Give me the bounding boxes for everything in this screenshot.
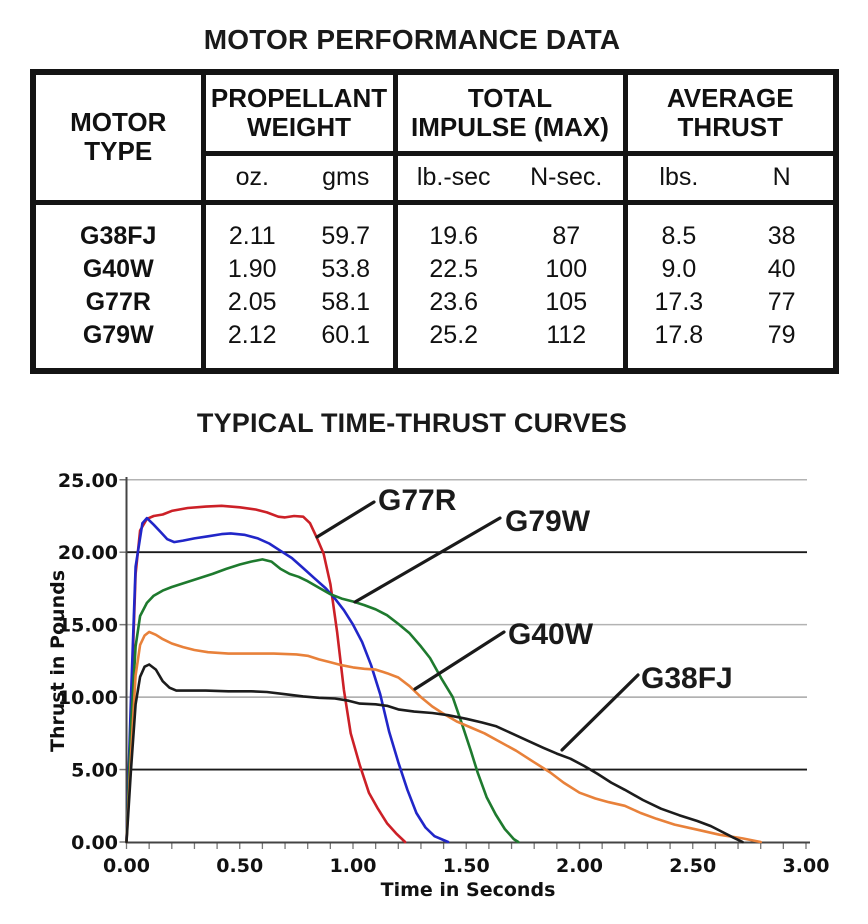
cell-oz: 2.11 — [228, 221, 276, 250]
unit-gms: gms — [322, 163, 370, 191]
curve-G77R — [125, 504, 407, 844]
x-tick-label: 1.50 — [443, 855, 490, 877]
cell-oz: 1.90 — [227, 254, 277, 283]
x-tick-label: 3.00 — [783, 855, 830, 877]
y-tick-label: 25.00 — [58, 470, 118, 492]
cell-gms: 58.1 — [321, 287, 371, 316]
cell-lbs: 17.8 — [654, 320, 704, 349]
header-motor-type-line1: MOTOR — [70, 107, 167, 138]
units-impulse: lb.-sec N-sec. — [392, 150, 628, 205]
cell-gms: 59.7 — [321, 221, 371, 250]
cell-n: 77 — [767, 287, 796, 316]
header-propellant-line1: PROPELLANT — [210, 82, 388, 113]
x-tick-label: 2.50 — [669, 855, 716, 877]
motor-name: G77R — [85, 287, 151, 316]
x-tick-label: 0.00 — [103, 855, 150, 877]
curve-label-G38FJ: G38FJ — [641, 662, 733, 695]
chart-title: TYPICAL TIME-THRUST CURVES — [196, 408, 628, 438]
unit-nsec: N-sec. — [530, 163, 603, 191]
cell-gms: 60.1 — [321, 320, 371, 349]
cell-nsec: 105 — [545, 287, 588, 316]
cell-gms: 53.8 — [321, 254, 371, 283]
y-tick-label: 5.00 — [71, 760, 118, 782]
cell-oz: 2.05 — [227, 287, 277, 316]
header-motor-type-line2: TYPE — [84, 136, 153, 167]
cell-lbsec: 23.6 — [429, 287, 479, 316]
header-thrust-line2: THRUST — [677, 111, 783, 142]
curve-label-G40W: G40W — [508, 618, 594, 651]
header-impulse-line2: IMPULSE (MAX) — [411, 111, 609, 142]
x-tick-label: 0.50 — [216, 855, 263, 877]
motor-name: G38FJ — [80, 221, 157, 250]
header-motor-type: MOTOR TYPE — [30, 69, 206, 205]
cell-lbsec: 19.6 — [429, 221, 479, 250]
cell-lbsec: 25.2 — [429, 320, 479, 349]
unit-lbs: lbs. — [659, 163, 699, 191]
motor-name: G40W — [82, 254, 154, 283]
unit-n: N — [772, 163, 791, 191]
unit-oz: oz. — [235, 163, 269, 191]
header-impulse-line1: TOTAL — [467, 82, 553, 113]
curve-G38FJ — [125, 663, 744, 844]
y-tick-label: 20.00 — [58, 542, 118, 564]
cell-n: 40 — [767, 254, 796, 283]
unit-lbsec: lb.-sec — [416, 163, 491, 191]
motor-performance-table: MOTOR TYPE PROPELLANT WEIGHT TOTAL IMPUL… — [30, 69, 839, 374]
curve-G79W — [125, 558, 520, 844]
curve-series1 — [125, 516, 450, 844]
page-title: MOTOR PERFORMANCE DATA — [203, 24, 621, 55]
y-tick-label: 15.00 — [58, 615, 118, 637]
cell-lbs: 17.3 — [654, 287, 704, 316]
thrust-chart: 25.00 20.00 15.00 10.00 5.00 0.000.00 0.50 1.00… — [47, 470, 830, 901]
y-tick-label: 0.00 — [71, 832, 118, 854]
header-propellant-weight: PROPELLANT WEIGHT — [200, 69, 398, 156]
x-axis-title: Time in Seconds — [381, 879, 556, 901]
header-average-thrust: AVERAGE THRUST — [622, 69, 839, 156]
cell-lbs: 9.0 — [661, 254, 697, 283]
motor-name: G79W — [82, 320, 154, 349]
x-tick-label: 2.00 — [556, 855, 603, 877]
motor-name-column: G38FJ G40W G77R G79W — [30, 199, 206, 374]
cell-lbs: 8.5 — [661, 221, 697, 250]
curve-label-G79W: G79W — [505, 505, 591, 538]
header-propellant-line2: WEIGHT — [247, 111, 351, 142]
header-total-impulse: TOTAL IMPULSE (MAX) — [392, 69, 628, 156]
curve-G40W — [125, 630, 763, 844]
curve-label-G77R: G77R — [378, 484, 457, 517]
header-thrust-line1: AVERAGE — [666, 82, 794, 113]
total-impulse-column: 19.6 87 22.5 100 23.6 105 25.2 112 — [392, 199, 628, 374]
cell-nsec: 100 — [545, 254, 588, 283]
y-axis-title: Thrust in Pounds — [47, 570, 69, 752]
y-tick-label: 10.00 — [58, 687, 118, 709]
average-thrust-column: 8.5 38 9.0 40 17.3 77 17.8 79 — [622, 199, 839, 374]
cell-nsec: 112 — [546, 320, 587, 349]
cell-n: 79 — [767, 320, 796, 349]
leader-G77R — [315, 500, 376, 539]
leader-G79W — [353, 516, 502, 604]
x-tick-label: 1.00 — [330, 855, 377, 877]
cell-lbsec: 22.5 — [429, 254, 479, 283]
cell-nsec: 87 — [552, 221, 581, 250]
units-propellant: oz. gms — [200, 150, 398, 205]
propellant-weight-column: 2.11 59.7 1.90 53.8 2.05 58.1 2.12 60.1 — [200, 199, 398, 374]
cell-oz: 2.12 — [227, 320, 277, 349]
leader-G38FJ — [560, 673, 640, 752]
units-thrust: lbs. N — [622, 150, 839, 205]
cell-n: 38 — [767, 221, 796, 250]
leader-G40W — [413, 630, 506, 691]
